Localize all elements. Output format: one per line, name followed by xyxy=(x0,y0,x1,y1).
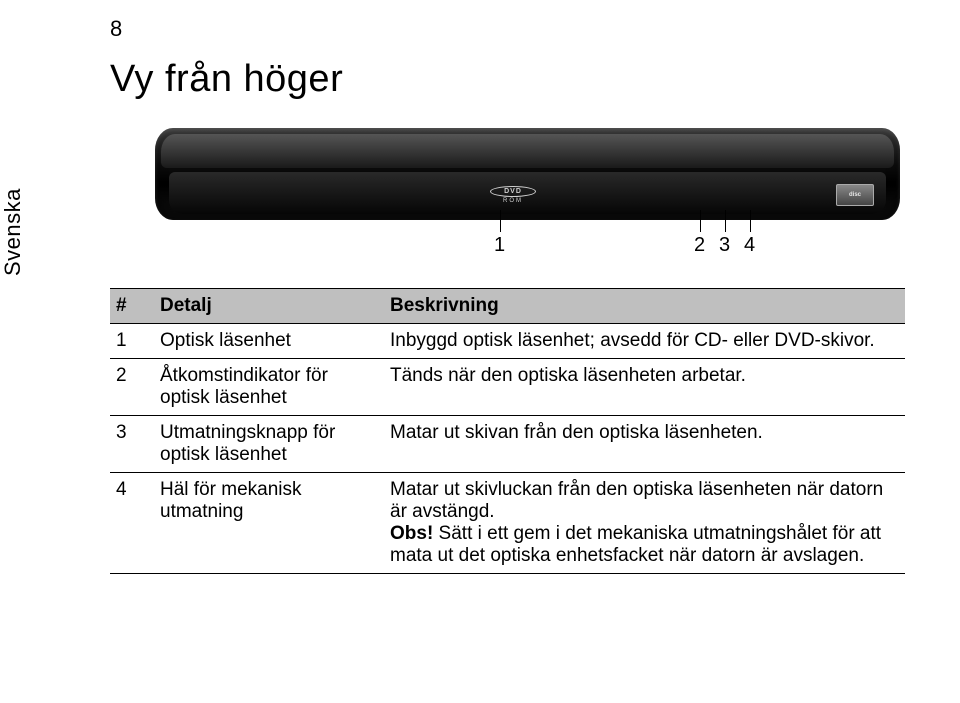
row-desc-line1: Matar ut skivluckan från den optiska läs… xyxy=(390,479,883,522)
page: Svenska 8 Vy från höger DVD ROM disc 1 2… xyxy=(0,0,960,703)
cd-text: disc xyxy=(849,192,861,199)
callout-line-3 xyxy=(725,210,726,232)
row-desc: Inbyggd optisk läsenhet; avsedd för CD- … xyxy=(384,324,905,358)
table-row: 1 Optisk läsenhet Inbyggd optisk läsenhe… xyxy=(110,324,905,359)
laptop-body: DVD ROM disc xyxy=(155,128,900,220)
header-num: # xyxy=(110,289,154,323)
page-number: 8 xyxy=(110,16,122,42)
row-desc: Tänds när den optiska läsenheten arbetar… xyxy=(384,359,905,415)
callout-num-2: 2 xyxy=(694,234,705,257)
table-header-row: # Detalj Beskrivning xyxy=(110,288,905,324)
callout-line-4 xyxy=(750,210,751,232)
row-num: 1 xyxy=(110,324,154,358)
dvd-rom-icon: DVD ROM xyxy=(485,186,541,204)
callout-num-3: 3 xyxy=(719,234,730,257)
language-tab: Svenska xyxy=(0,188,26,280)
row-detail: Häl för mekanisk utmatning xyxy=(154,473,384,573)
callout-line-1 xyxy=(500,210,501,232)
table-row: 2 Åtkomstindikator för optisk läsenhet T… xyxy=(110,359,905,416)
row-desc: Matar ut skivluckan från den optiska läs… xyxy=(384,473,905,573)
details-table: # Detalj Beskrivning 1 Optisk läsenhet I… xyxy=(110,288,905,574)
row-detail: Utmatningsknapp för optisk läsenhet xyxy=(154,416,384,472)
header-detail: Detalj xyxy=(154,289,384,323)
laptop-figure: DVD ROM disc 1 2 3 4 xyxy=(155,128,900,243)
laptop-lid xyxy=(161,134,894,168)
page-title: Vy från höger xyxy=(110,58,343,101)
row-detail: Optisk läsenhet xyxy=(154,324,384,358)
row-num: 4 xyxy=(110,473,154,573)
row-desc: Matar ut skivan från den optiska läsenhe… xyxy=(384,416,905,472)
row-detail: Åtkomstindikator för optisk läsenhet xyxy=(154,359,384,415)
callout-num-4: 4 xyxy=(744,234,755,257)
row-num: 3 xyxy=(110,416,154,472)
note-label: Obs! xyxy=(390,523,433,544)
header-desc: Beskrivning xyxy=(384,289,905,323)
dvd-text: DVD xyxy=(504,188,522,195)
note-rest: Sätt i ett gem i det mekaniska utmatning… xyxy=(390,523,881,566)
compact-disc-icon: disc xyxy=(836,184,874,206)
row-num: 2 xyxy=(110,359,154,415)
table-row: 4 Häl för mekanisk utmatning Matar ut sk… xyxy=(110,473,905,574)
dvd-rom-text: ROM xyxy=(503,198,523,204)
callout-num-1: 1 xyxy=(494,234,505,257)
callout-line-2 xyxy=(700,210,701,232)
table-row: 3 Utmatningsknapp för optisk läsenhet Ma… xyxy=(110,416,905,473)
